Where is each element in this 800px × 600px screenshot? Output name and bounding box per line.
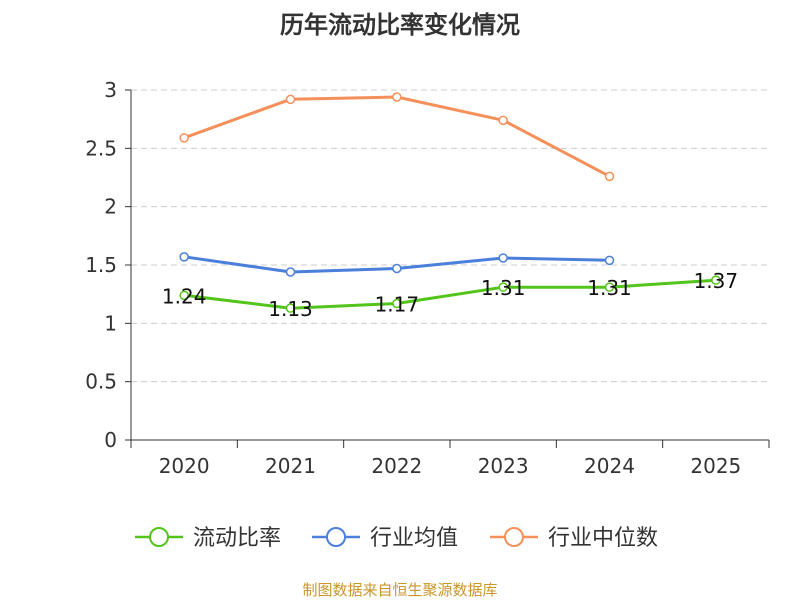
data-point[interactable] xyxy=(392,263,402,274)
gridlines xyxy=(131,89,769,383)
x-tick-label: 2023 xyxy=(478,454,529,478)
data-point[interactable] xyxy=(498,253,508,263)
series-0 xyxy=(179,275,721,313)
axes: 0 0.5 1 1.5 2 2.5 3 2020 2021 2022 2023 2024 2025 xyxy=(85,78,770,478)
legend-swatch-marker xyxy=(326,527,346,547)
legend-label: 流动比率 xyxy=(193,526,281,551)
data-label: 1.31 xyxy=(481,276,526,300)
series-line xyxy=(184,278,716,310)
y-tick-label: 0.5 xyxy=(85,370,117,394)
legend-swatch-marker xyxy=(149,527,169,547)
data-label: 1.24 xyxy=(162,284,207,308)
y-tick-label: 3 xyxy=(104,78,117,102)
x-tick-label: 2021 xyxy=(265,454,316,478)
data-point[interactable] xyxy=(179,133,189,143)
data-point[interactable] xyxy=(604,171,615,182)
data-point[interactable] xyxy=(179,252,189,262)
legend-item-2[interactable]: 行业中位数 xyxy=(490,526,658,551)
data-point[interactable] xyxy=(285,303,296,313)
data-point[interactable] xyxy=(179,290,189,301)
data-label: 1.17 xyxy=(375,293,420,317)
data-point[interactable] xyxy=(392,298,402,309)
x-tick-label: 2024 xyxy=(584,454,635,478)
y-tick-label: 1.5 xyxy=(85,253,117,277)
data-point[interactable] xyxy=(604,282,615,292)
series-lines xyxy=(179,92,721,313)
source-note: 制图数据来自恒生聚源数据库 xyxy=(302,581,497,599)
legend[interactable]: 流动比率 行业均值 行业中位数 xyxy=(135,526,658,551)
y-tick-label: 2.5 xyxy=(85,136,117,160)
data-labels: 1.24 1.13 1.17 1.31 1.31 1.37 xyxy=(162,269,738,321)
series-line xyxy=(183,95,611,178)
x-tick-label: 2020 xyxy=(159,454,210,478)
data-point[interactable] xyxy=(604,255,615,266)
data-point[interactable] xyxy=(498,115,508,126)
legend-swatch-marker xyxy=(504,527,524,547)
x-tick-label: 2022 xyxy=(371,454,422,478)
y-tick-label: 2 xyxy=(104,195,117,219)
series-1 xyxy=(179,252,615,277)
legend-label: 行业均值 xyxy=(370,526,458,551)
data-point[interactable] xyxy=(285,267,296,277)
data-point[interactable] xyxy=(285,94,296,105)
legend-item-1[interactable]: 行业均值 xyxy=(312,526,458,551)
data-point[interactable] xyxy=(392,92,402,102)
chart-title: 历年流动比率变化情况 xyxy=(280,11,520,39)
data-point[interactable] xyxy=(498,282,508,292)
legend-item-0[interactable]: 流动比率 xyxy=(135,526,281,551)
y-tick-label: 1 xyxy=(104,311,117,335)
y-tick-label: 0 xyxy=(104,428,117,452)
data-label: 1.13 xyxy=(268,297,313,321)
data-label: 1.37 xyxy=(694,269,739,293)
data-point[interactable] xyxy=(711,275,721,285)
x-tick-label: 2025 xyxy=(690,454,741,478)
legend-label: 行业中位数 xyxy=(548,526,658,551)
data-label: 1.31 xyxy=(587,276,632,300)
series-2 xyxy=(179,92,615,182)
